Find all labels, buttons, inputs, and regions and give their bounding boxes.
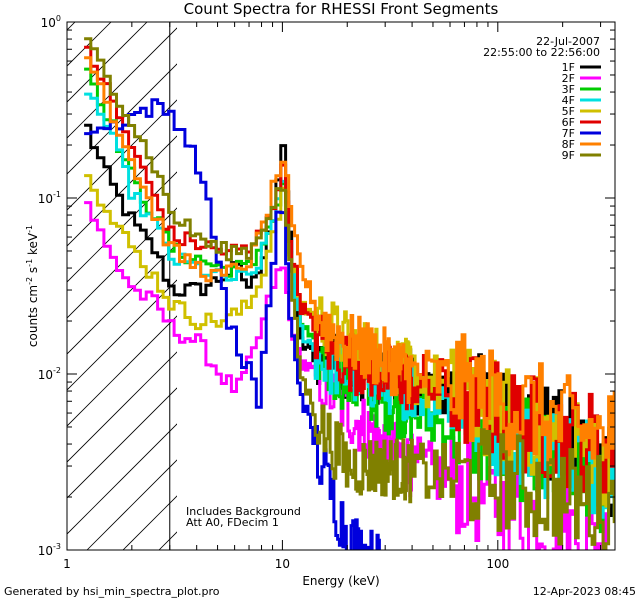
legend-label-8F: 8F — [562, 138, 575, 151]
x-tick-label: 100 — [486, 557, 509, 571]
x-tick-label: 1 — [63, 557, 71, 571]
legend-label-1F: 1F — [562, 61, 575, 74]
hatch-line — [67, 243, 177, 355]
hatch-line — [67, 63, 177, 175]
y-tick-label: 10-2 — [38, 366, 61, 382]
hatch-line — [67, 387, 177, 499]
legend-label-7F: 7F — [562, 127, 575, 140]
legend-label-6F: 6F — [562, 116, 575, 129]
annotation-attenuator: Att A0, FDecim 1 — [186, 516, 279, 529]
hatch-line — [67, 22, 148, 103]
y-tick-label: 100 — [41, 14, 61, 30]
footer-generator: Generated by hsi_min_spectra_plot.pro — [4, 585, 220, 598]
y-tick-label: 10-3 — [38, 542, 61, 558]
legend-label-4F: 4F — [562, 94, 575, 107]
annotation-background: Includes Background — [186, 505, 301, 518]
series-9F-line — [84, 37, 615, 550]
legend-label-2F: 2F — [562, 72, 575, 85]
time-range-label: 22:55:00 to 22:56:00 — [483, 46, 600, 59]
x-axis-label: Energy (keV) — [302, 574, 379, 588]
x-tick-label: 10 — [275, 557, 290, 571]
legend-label-5F: 5F — [562, 105, 575, 118]
date-label: 22-Jul-2007 — [536, 35, 600, 48]
hatch-line — [67, 27, 177, 139]
chart-title: Count Spectra for RHESSI Front Segments — [184, 0, 499, 18]
y-tick-label: 10-1 — [38, 190, 61, 206]
series-7F-line — [84, 98, 381, 550]
footer-timestamp: 12-Apr-2023 08:45 — [533, 585, 636, 598]
y-axis-label: counts cm-2 s-1 keV-1 — [25, 225, 40, 347]
hatch-line — [67, 423, 177, 535]
axes: 1 10 100 10-3 10-2 10-1 100 — [38, 14, 616, 571]
legend-label-3F: 3F — [562, 83, 575, 96]
series-layer — [84, 37, 615, 550]
plot-frame — [66, 21, 616, 551]
hatch-line — [67, 171, 177, 283]
hatch-line — [67, 351, 177, 463]
legend-label-9F: 9F — [562, 149, 575, 162]
